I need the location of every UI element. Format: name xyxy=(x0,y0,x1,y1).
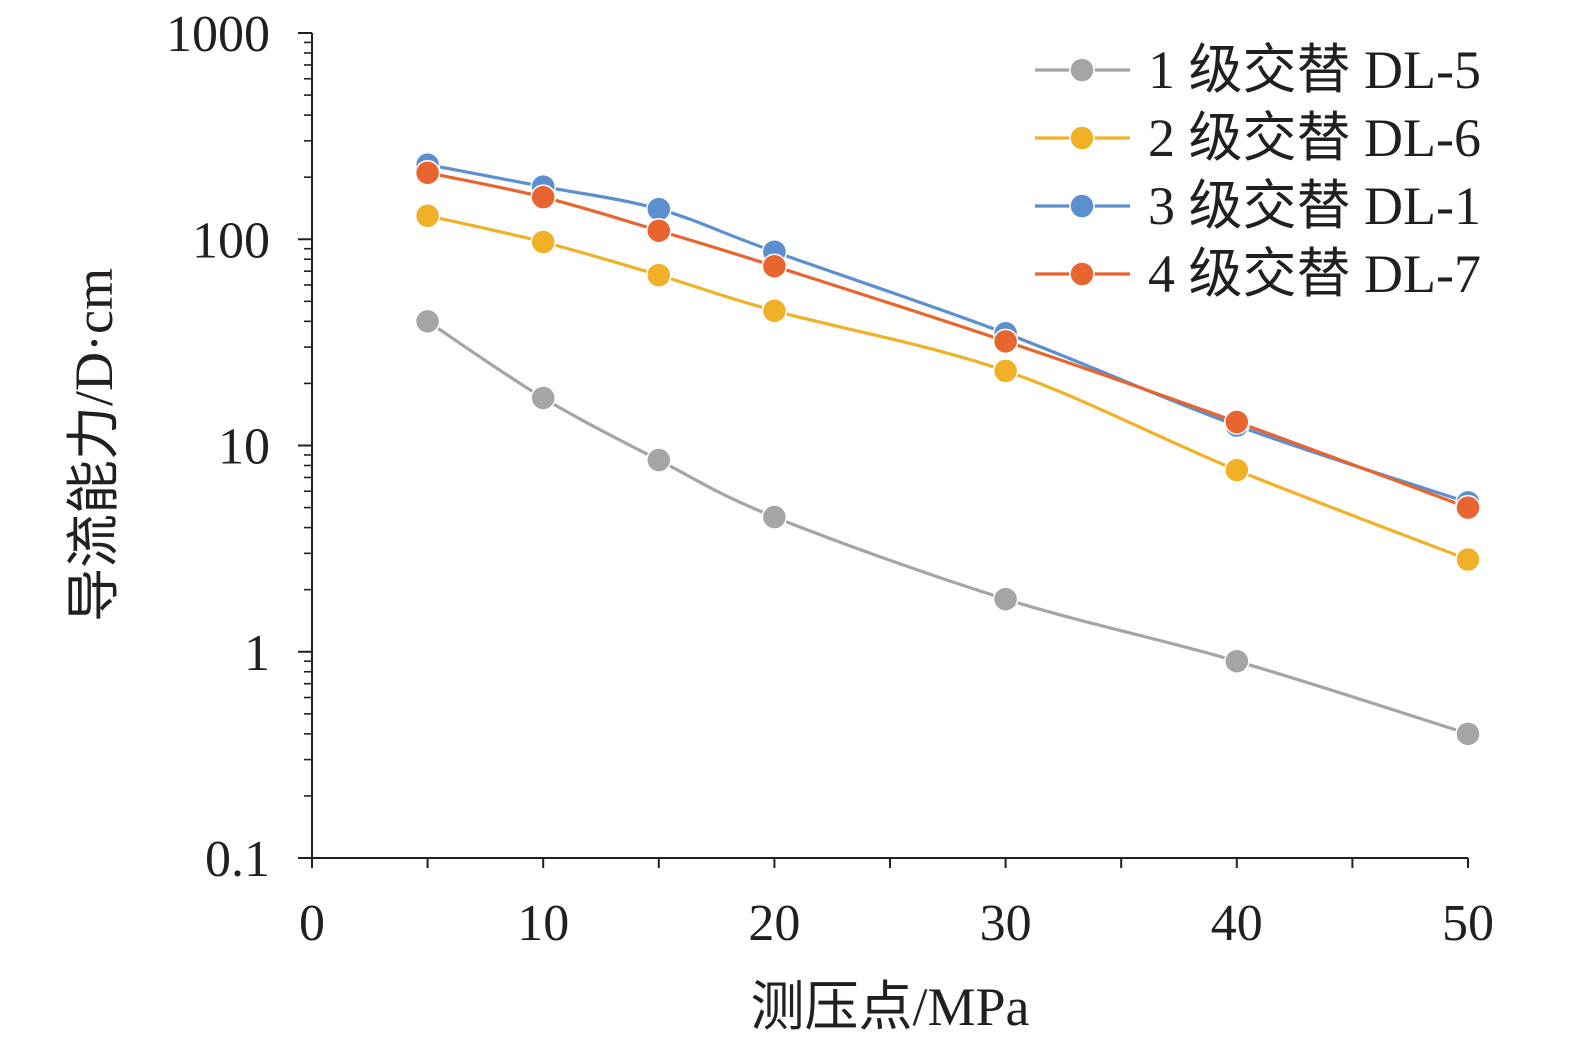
axes: 0.1 1 10 100 1000 0 10 20 30 40 50 xyxy=(166,6,1494,952)
data-point-series-4 xyxy=(646,217,672,244)
data-point-series-4 xyxy=(1455,494,1481,521)
y-tick-label: 10 xyxy=(218,419,270,476)
data-point-series-1 xyxy=(646,447,672,473)
legend-marker-1 xyxy=(1069,57,1095,83)
series-line-2 xyxy=(427,214,1469,561)
data-point-series-4 xyxy=(992,328,1019,355)
x-tick-label: 0 xyxy=(299,895,325,952)
y-tick-label: 1000 xyxy=(166,6,270,63)
x-tick-label: 40 xyxy=(1211,895,1263,952)
data-point-series-2 xyxy=(1455,546,1481,573)
series-line-1 xyxy=(426,319,1469,736)
data-point-series-4 xyxy=(1224,409,1250,435)
x-tick-label: 30 xyxy=(980,895,1032,952)
y-tick-label: 100 xyxy=(192,212,270,269)
x-tick-label: 50 xyxy=(1442,895,1494,952)
legend-label-4: 4 级交替 DL-7 xyxy=(1148,244,1481,304)
data-point-series-4 xyxy=(761,253,788,279)
data-point-series-2 xyxy=(646,262,672,288)
data-point-series-1 xyxy=(992,586,1019,612)
legend: 1 级交替 DL-5 2 级交替 DL-6 3 级交替 DL-1 4 级交替 DL-7 xyxy=(1035,40,1481,304)
data-point-series-4 xyxy=(414,160,441,186)
data-point-series-4 xyxy=(530,184,556,210)
data-point-series-3 xyxy=(646,196,672,222)
data-point-series-2 xyxy=(992,358,1019,384)
series-line-3 xyxy=(427,163,1469,504)
y-axis-title: 导流能力/D·cm xyxy=(64,268,124,622)
data-point-series-2 xyxy=(414,202,441,229)
legend-marker-4 xyxy=(1069,261,1095,287)
data-point-series-1 xyxy=(1224,648,1250,674)
legend-label-2: 2 级交替 DL-6 xyxy=(1148,108,1481,168)
x-tick-label: 20 xyxy=(748,895,800,952)
legend-marker-3 xyxy=(1069,193,1095,219)
data-point-series-2 xyxy=(761,298,788,324)
y-tick-label: 0.1 xyxy=(205,831,270,888)
legend-marker-2 xyxy=(1069,125,1095,151)
legend-label-1: 1 级交替 DL-5 xyxy=(1148,40,1481,100)
x-tick-label: 10 xyxy=(517,895,569,952)
data-point-series-1 xyxy=(530,385,556,411)
data-point-series-1 xyxy=(1455,721,1481,747)
data-point-series-2 xyxy=(530,229,556,255)
y-tick-label: 1 xyxy=(244,625,270,682)
data-point-series-1 xyxy=(761,504,788,530)
x-axis-title: 测压点/MPa xyxy=(750,977,1029,1037)
series-points xyxy=(414,151,1481,747)
legend-label-3: 3 级交替 DL-1 xyxy=(1148,176,1481,236)
series-line-4 xyxy=(427,171,1469,510)
data-point-series-1 xyxy=(414,308,441,335)
data-point-series-2 xyxy=(1224,457,1250,483)
